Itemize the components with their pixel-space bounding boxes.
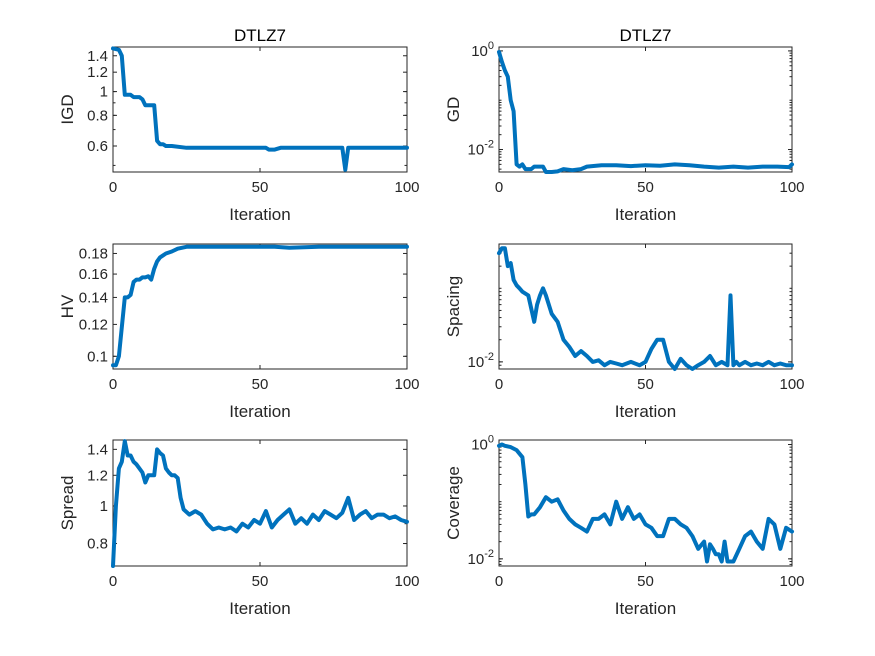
- x-tick-label: 0: [495, 376, 503, 393]
- y-tick-label: 0.14: [79, 289, 108, 306]
- series-line: [111, 244, 409, 368]
- chart-panel-2: 0 50 100 10-2 100 DTLZ7 Iteration GD: [444, 26, 805, 224]
- x-tick-label: 100: [779, 179, 804, 196]
- chart-panel-3: 0 50 100 0.1 0.12 0.14 0.16 0.18 Iteration HV: [58, 243, 420, 421]
- y-tick-label: 1.4: [87, 48, 108, 65]
- series-line: [497, 246, 794, 371]
- x-axis-label: Iteration: [229, 599, 290, 618]
- series-line: [497, 442, 794, 564]
- chart-panel-5: 0 50 100 0.8 1 1.2 1.4 Iteration Spread: [58, 439, 420, 618]
- y-tick-label: 1.4: [87, 441, 108, 458]
- y-tick-label: 100: [471, 40, 494, 60]
- y-tick-label: 0.16: [79, 266, 108, 283]
- x-tick-label: 100: [779, 573, 804, 590]
- plot-area: [112, 439, 408, 567]
- plot-area: [112, 243, 408, 370]
- y-tick-label: 0.1: [87, 348, 108, 365]
- x-tick-label: 100: [394, 573, 419, 590]
- y-axis-label: Coverage: [444, 466, 463, 540]
- y-tick-label: 100: [471, 434, 494, 454]
- plot-area: [112, 46, 408, 173]
- y-tick-label: 10-2: [468, 139, 494, 159]
- x-tick-label: 50: [252, 376, 269, 393]
- x-tick-label: 0: [109, 179, 117, 196]
- x-tick-label: 0: [495, 573, 503, 590]
- y-axis-label: HV: [58, 294, 77, 318]
- x-tick-label: 50: [252, 573, 269, 590]
- y-axis-label: GD: [444, 97, 463, 123]
- y-axis-label: Spread: [58, 476, 77, 531]
- series-line: [111, 46, 409, 172]
- chart-title: DTLZ7: [620, 26, 672, 45]
- plot-area: [498, 243, 793, 370]
- y-tick-label: 0.18: [79, 245, 108, 262]
- y-tick-label: 0.6: [87, 138, 108, 155]
- series-line: [111, 439, 409, 568]
- x-tick-label: 0: [495, 179, 503, 196]
- chart-panel-4: 0 50 100 10-2 Iteration Spacing: [444, 243, 805, 421]
- y-tick-label: 10-2: [468, 351, 494, 371]
- x-tick-label: 0: [109, 573, 117, 590]
- plot-area: [498, 46, 793, 173]
- x-tick-label: 100: [394, 179, 419, 196]
- y-tick-label: 1.2: [87, 467, 108, 484]
- x-axis-label: Iteration: [229, 402, 290, 421]
- y-axis-label: IGD: [58, 94, 77, 124]
- series-line: [497, 50, 794, 174]
- x-axis-label: Iteration: [615, 205, 676, 224]
- x-axis-label: Iteration: [229, 205, 290, 224]
- x-axis-label: Iteration: [615, 402, 676, 421]
- x-axis-label: Iteration: [615, 599, 676, 618]
- x-tick-label: 50: [252, 179, 269, 196]
- chart-panel-1: 0 50 100 0.6 0.8 1 1.21.4 DTLZ7 Iteration IGD: [58, 26, 420, 224]
- x-tick-label: 50: [637, 179, 654, 196]
- x-tick-label: 50: [637, 376, 654, 393]
- x-tick-label: 0: [109, 376, 117, 393]
- x-tick-label: 50: [637, 573, 654, 590]
- y-tick-label: 10-2: [468, 548, 494, 568]
- y-tick-label: 1: [100, 498, 108, 515]
- chart-panel-6: 0 50 100 10-2 100 Iteration Coverage: [444, 434, 805, 618]
- y-axis-label: Spacing: [444, 276, 463, 337]
- y-tick-label: 1.2: [87, 64, 108, 81]
- y-tick-label: 1: [100, 84, 108, 101]
- y-tick-label: 0.8: [87, 536, 108, 553]
- x-tick-label: 100: [779, 376, 804, 393]
- y-tick-label: 0.12: [79, 316, 108, 333]
- x-tick-label: 100: [394, 376, 419, 393]
- y-tick-label: 0.8: [87, 107, 108, 124]
- chart-title: DTLZ7: [234, 26, 286, 45]
